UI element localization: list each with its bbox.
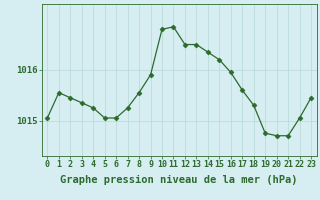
X-axis label: Graphe pression niveau de la mer (hPa): Graphe pression niveau de la mer (hPa) [60,175,298,185]
